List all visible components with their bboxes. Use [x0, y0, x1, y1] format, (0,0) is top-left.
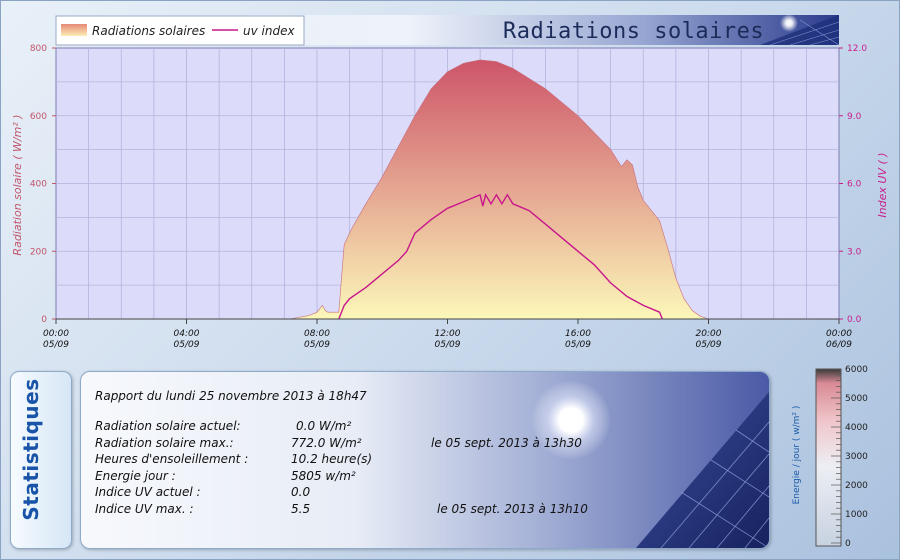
- stat-value: 772.0 W/m²: [291, 435, 362, 450]
- energy-gauge-scale: 0 1000 2000 3000 4000 5000 6000: [831, 365, 868, 549]
- gauge-tick-label: 4000: [845, 423, 868, 433]
- left-axis-tick-label: 800: [30, 44, 47, 54]
- x-axis-tick-date: 05/09: [304, 340, 330, 350]
- legend-uv-label: uv index: [243, 24, 295, 38]
- legend-radiation-label: Radiations solaires: [92, 24, 205, 38]
- right-axis-tick-label: 3.0: [847, 247, 862, 257]
- stat-value: 10.2 heure(s): [291, 452, 373, 466]
- gauge-tick-label: 3000: [845, 452, 868, 462]
- uv-index-line: [338, 192, 663, 320]
- left-axis-tick-label: 400: [30, 180, 47, 190]
- gauge-tick-label: 0: [845, 539, 851, 549]
- stat-label: Indice UV actuel :: [95, 485, 201, 499]
- legend-radiation-swatch: [61, 24, 87, 36]
- stats-panel: Rapport du lundi 25 novembre 2013 à 18h4…: [80, 371, 770, 549]
- stats-tab: Statistiques: [10, 371, 72, 549]
- right-axis-title: Index UV ( ): [876, 152, 889, 217]
- energy-gauge-title: Energie / jour ( w/m² ): [792, 405, 802, 505]
- x-axis-tick-date: 05/09: [696, 340, 722, 350]
- stats-tab-title: Statistiques: [19, 378, 43, 521]
- right-axis-tick-label: 6.0: [847, 180, 862, 190]
- x-axis-tick-time: 12:00: [435, 329, 461, 339]
- stat-date: le 05 sept. 2013 à 13h30: [431, 435, 582, 450]
- stat-label: Heures d'ensoleillement :: [95, 452, 249, 466]
- x-axis-tick-time: 20:00: [696, 329, 722, 339]
- gauge-tick-label: 2000: [845, 481, 868, 491]
- left-axis-tick-label: 0: [41, 315, 47, 325]
- x-axis-tick-time: 16:00: [565, 329, 591, 339]
- right-axis-tick-label: 12.0: [847, 44, 867, 54]
- stat-value: 5.5: [291, 501, 311, 516]
- x-axis-tick-date: 06/09: [826, 340, 852, 350]
- x-axis-tick-date: 05/09: [435, 340, 461, 350]
- right-axis-tick-label: 9.0: [847, 112, 862, 122]
- x-axis-tick-time: 00:00: [826, 329, 852, 339]
- left-axis-title: Radiation solaire ( W/m² ): [11, 114, 24, 255]
- stat-date: le 05 sept. 2013 à 13h10: [437, 501, 588, 516]
- x-axis-tick-date: 05/09: [565, 340, 591, 350]
- stat-value: 5805 w/m²: [291, 468, 356, 483]
- gauge-tick-label: 6000: [845, 365, 868, 375]
- x-axis-tick-time: 04:00: [174, 329, 200, 339]
- banner-solar-panel-image: [760, 14, 840, 46]
- legend-box: [55, 15, 305, 46]
- stat-label: Radiation solaire max.:: [95, 435, 234, 450]
- right-axis-tick-label: 0.0: [847, 315, 862, 325]
- energy-gauge: [815, 368, 842, 547]
- report-title: Rapport du lundi 25 novembre 2013 à 18h4…: [95, 389, 367, 403]
- gauge-tick-label: 1000: [845, 510, 868, 520]
- chart-title: Radiations solaires: [503, 19, 764, 44]
- stat-value: 0.0 W/m²: [296, 419, 352, 433]
- x-axis-tick-time: 08:00: [304, 329, 330, 339]
- x-axis-tick-time: 00:00: [43, 329, 69, 339]
- solar-panel-image: [531, 380, 769, 548]
- x-axis-tick-date: 05/09: [43, 340, 69, 350]
- stat-value: 0.0: [291, 485, 311, 499]
- left-axis: 0 200 400 600 800: [30, 44, 56, 325]
- stat-label: Energie jour :: [95, 468, 176, 483]
- radiation-area: [289, 59, 709, 320]
- stat-label: Radiation solaire actuel:: [95, 419, 241, 433]
- gauge-tick-label: 5000: [845, 394, 868, 404]
- left-axis-tick-label: 200: [30, 247, 47, 257]
- left-axis-tick-label: 600: [30, 112, 47, 122]
- x-axis-tick-date: 05/09: [174, 340, 200, 350]
- right-axis: 0.0 3.0 6.0 9.0 12.0: [839, 44, 867, 325]
- stat-label: Indice UV max. :: [95, 501, 194, 516]
- x-axis: 00:0005/0904:0005/0908:0005/0912:0005/09…: [43, 319, 852, 350]
